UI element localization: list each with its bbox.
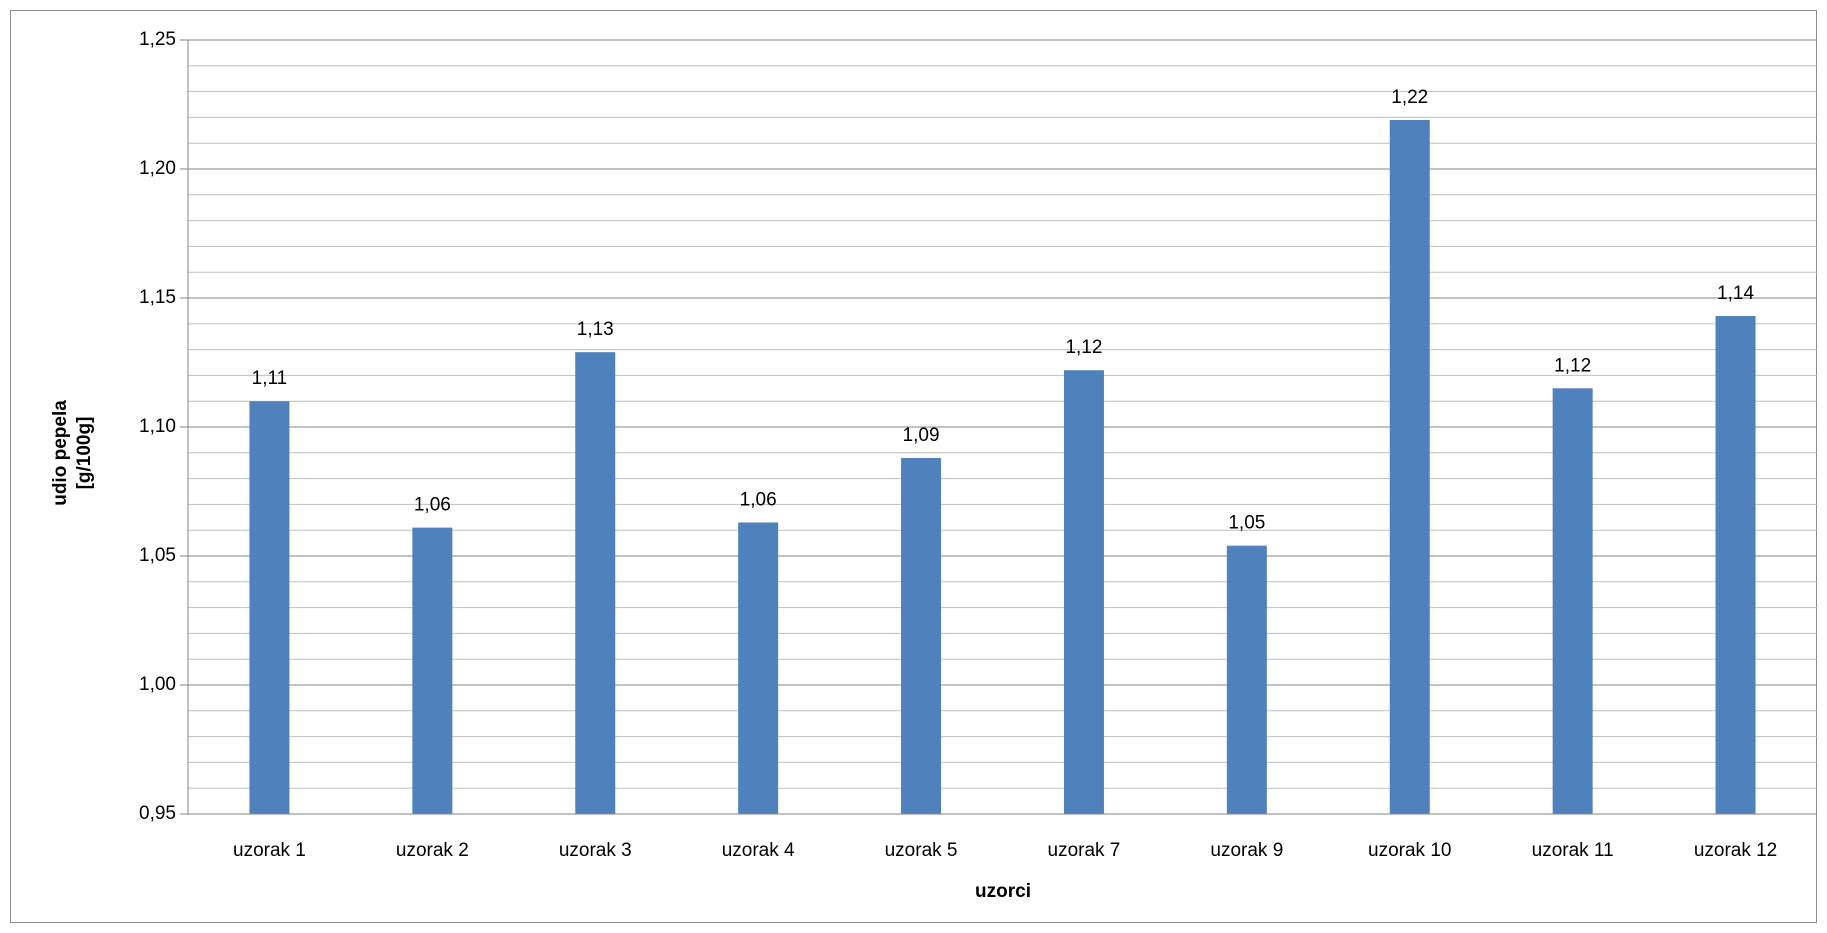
data-label: 1,06: [740, 489, 777, 510]
x-tick-label: uzorak 1: [233, 840, 306, 861]
x-tick-label: uzorak 4: [722, 840, 795, 861]
y-tick-label: 1,15: [139, 287, 176, 308]
y-tick-label: 0,95: [139, 803, 176, 824]
bar: [738, 522, 779, 814]
chart-frame: [10, 10, 1817, 923]
x-tick-label: uzorak 9: [1210, 840, 1283, 861]
bar: [1715, 316, 1756, 814]
x-tick-label: uzorak 10: [1368, 840, 1451, 861]
labels: 0,95 1,00 1,05 1,10 1,15 1,20 1,25 1,11 uzorak 1…: [139, 29, 1777, 861]
data-label: 1,06: [414, 495, 451, 516]
y-tick-label: 1,10: [139, 416, 176, 437]
bar: [575, 352, 616, 814]
y-axis-title-line-2: [g/100g]: [74, 417, 95, 490]
y-tick-label: 1,20: [139, 158, 176, 179]
data-label: 1,05: [1228, 513, 1265, 534]
data-label: 1,22: [1391, 87, 1428, 108]
data-label: 1,12: [1554, 355, 1591, 376]
x-tick-label: uzorak 3: [559, 840, 632, 861]
bar: [901, 457, 942, 814]
data-label: 1,09: [903, 425, 940, 446]
bar: [412, 527, 453, 814]
data-label: 1,13: [577, 319, 614, 340]
y-tick-label: 1,05: [139, 545, 176, 566]
gridlines: [188, 39, 1817, 789]
y-tick-label: 1,00: [139, 674, 176, 695]
bar: [249, 401, 290, 814]
data-label: 1,14: [1717, 283, 1754, 304]
y-axis-title-line-1: udio pepela: [50, 400, 71, 506]
data-label: 1,11: [252, 368, 288, 389]
x-tick-label: uzorak 11: [1532, 840, 1614, 861]
x-tick-label: uzorak 12: [1694, 840, 1777, 861]
x-axis-title: uzorci: [975, 881, 1031, 902]
bar: [1226, 545, 1267, 814]
y-axis-title: udio pepela [g/100g]: [50, 400, 95, 506]
x-tick-label: uzorak 7: [1048, 840, 1121, 861]
bar: [1552, 388, 1593, 814]
bars: [249, 119, 1756, 815]
data-label: 1,12: [1065, 337, 1102, 358]
x-tick-label: uzorak 2: [396, 840, 469, 861]
axes: [180, 39, 1817, 815]
x-tick-label: uzorak 5: [885, 840, 958, 861]
y-tick-label: 1,25: [139, 29, 176, 50]
bar: [1063, 370, 1104, 814]
bar: [1389, 119, 1430, 815]
